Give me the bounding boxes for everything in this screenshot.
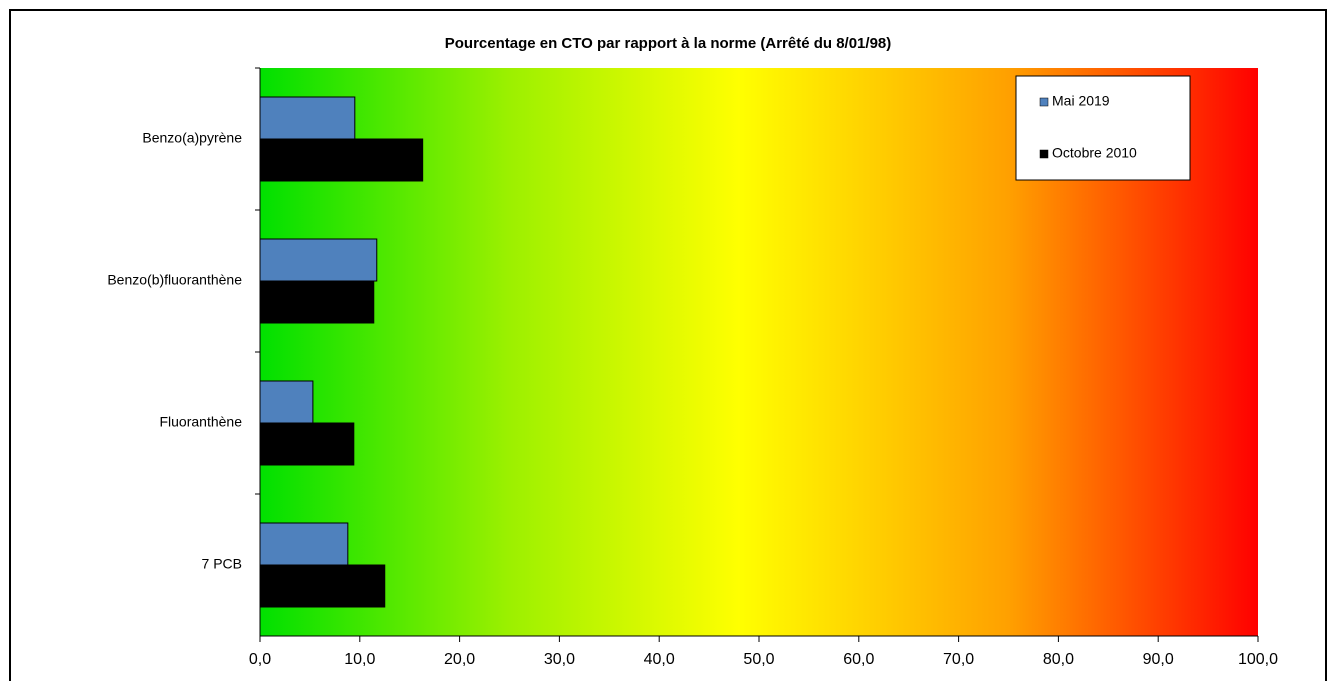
legend-label: Octobre 2010 [1052, 145, 1137, 161]
legend [1015, 75, 1191, 181]
x-tick-label: 90,0 [1143, 651, 1174, 668]
bar [259, 564, 386, 608]
bar [259, 422, 355, 466]
x-tick-label: 80,0 [1043, 651, 1074, 668]
x-tick-label: 50,0 [743, 651, 774, 668]
x-tick-label: 10,0 [344, 651, 375, 668]
y-tick-label: 7 PCB [202, 556, 242, 572]
bar [259, 96, 356, 140]
y-tick-label: Fluoranthène [159, 414, 242, 430]
legend-label: Mai 2019 [1052, 93, 1110, 109]
x-tick-label: 60,0 [843, 651, 874, 668]
x-tick-label: 30,0 [544, 651, 575, 668]
x-tick-label: 40,0 [644, 651, 675, 668]
bar [259, 238, 378, 282]
chart-title: Pourcentage en CTO par rapport à la norm… [445, 35, 892, 52]
bar [259, 522, 349, 566]
x-tick-label: 20,0 [444, 651, 475, 668]
x-tick-label: 0,0 [249, 651, 271, 668]
bar [259, 138, 424, 182]
bar [259, 380, 314, 424]
legend-swatch [1039, 97, 1049, 107]
bar [259, 280, 375, 324]
y-tick-label: Benzo(b)fluoranthène [107, 272, 242, 288]
y-tick-label: Benzo(a)pyrène [142, 130, 242, 146]
x-tick-label: 100,0 [1238, 651, 1278, 668]
x-tick-label: 70,0 [943, 651, 974, 668]
legend-swatch [1039, 149, 1049, 159]
